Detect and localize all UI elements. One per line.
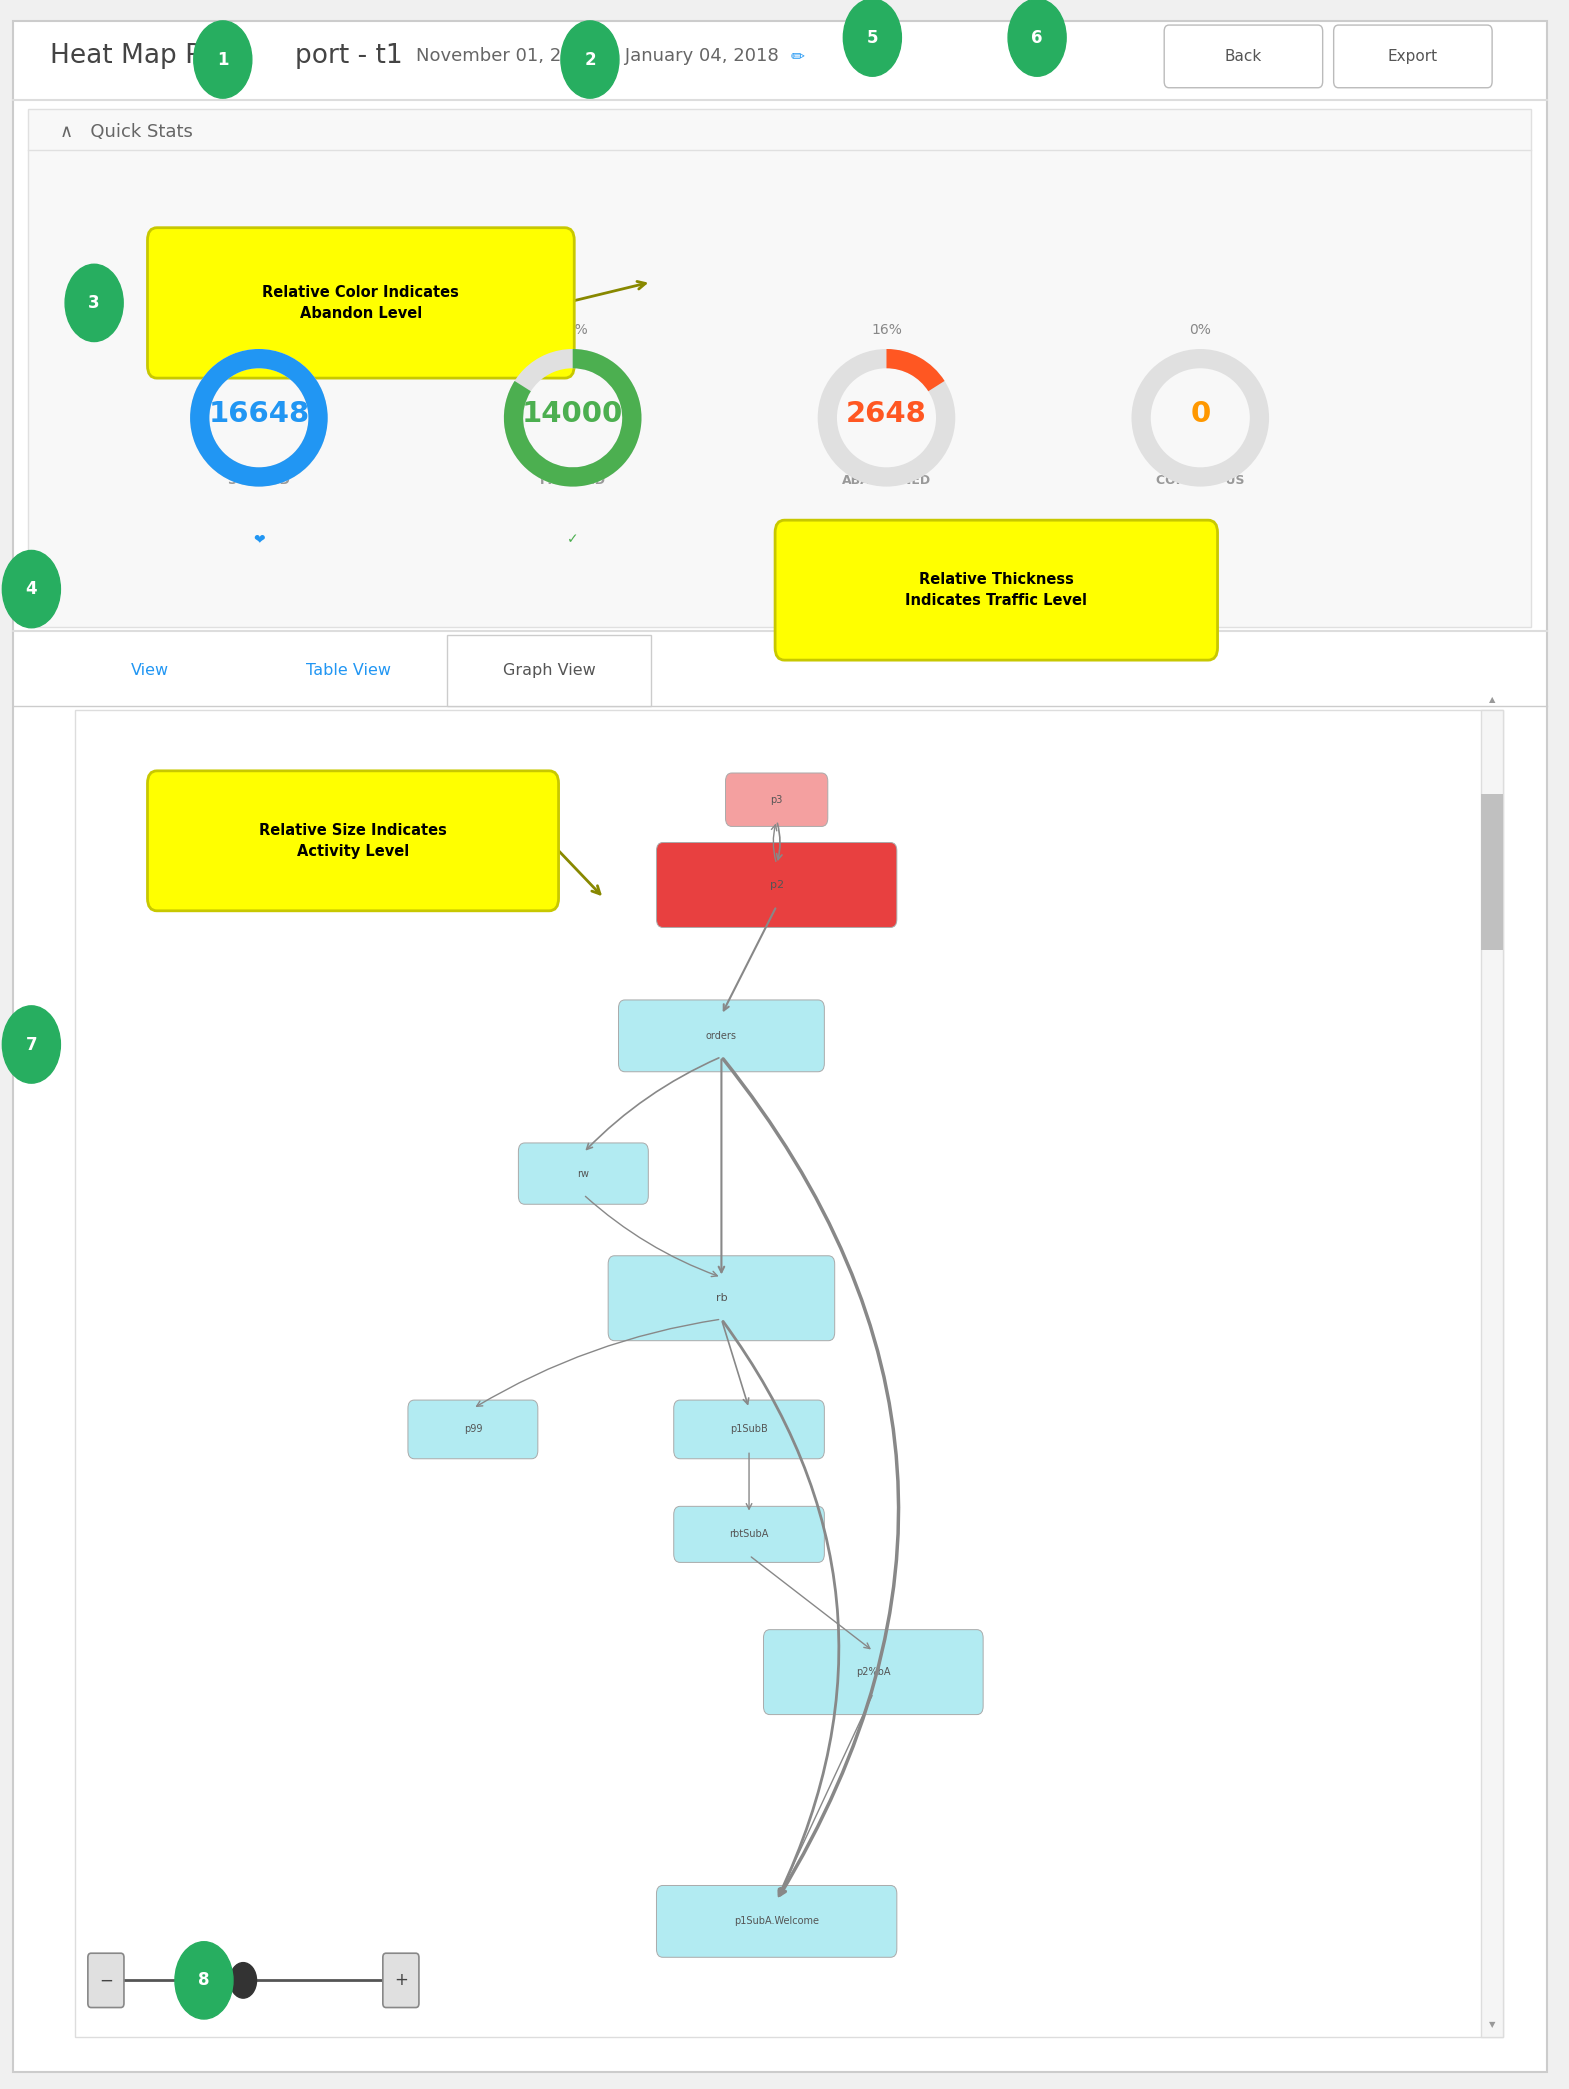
- Text: 16%: 16%: [871, 324, 902, 336]
- Text: p3: p3: [770, 794, 783, 804]
- Text: rbtSubA: rbtSubA: [730, 1529, 769, 1540]
- Circle shape: [3, 1005, 60, 1082]
- Text: ❤: ❤: [253, 533, 265, 545]
- Wedge shape: [190, 349, 328, 487]
- FancyBboxPatch shape: [75, 710, 1503, 2037]
- Text: rb: rb: [715, 1293, 728, 1304]
- Wedge shape: [1131, 349, 1269, 487]
- Text: 2: 2: [584, 50, 596, 69]
- Text: ✓: ✓: [566, 533, 579, 545]
- Text: Back: Back: [1225, 48, 1261, 65]
- FancyBboxPatch shape: [764, 1629, 984, 1715]
- Wedge shape: [504, 349, 642, 487]
- FancyBboxPatch shape: [518, 1143, 648, 1203]
- FancyBboxPatch shape: [609, 1255, 835, 1341]
- Text: −: −: [99, 1972, 113, 1989]
- Bar: [1481, 710, 1503, 2037]
- Text: November 01, 2017 — January 04, 2018: November 01, 2017 — January 04, 2018: [416, 48, 778, 65]
- Text: 16648: 16648: [209, 399, 309, 428]
- Bar: [1481, 794, 1503, 950]
- Text: ●: ●: [1194, 533, 1207, 545]
- Text: ✏: ✏: [791, 48, 805, 65]
- Text: 14000: 14000: [522, 399, 623, 428]
- Text: 84%: 84%: [557, 324, 588, 336]
- Text: Relative Size Indicates
Activity Level: Relative Size Indicates Activity Level: [259, 823, 447, 859]
- Text: Export: Export: [1389, 48, 1437, 65]
- Circle shape: [3, 549, 60, 627]
- Text: FINISHED: FINISHED: [540, 474, 606, 487]
- FancyBboxPatch shape: [28, 109, 1531, 627]
- Text: Relative Thickness
Indicates Traffic Level: Relative Thickness Indicates Traffic Lev…: [905, 572, 1087, 608]
- Text: View: View: [130, 662, 169, 679]
- Text: rw: rw: [577, 1168, 590, 1178]
- FancyBboxPatch shape: [147, 228, 574, 378]
- Text: p2: p2: [769, 879, 784, 890]
- FancyBboxPatch shape: [725, 773, 828, 827]
- Text: orders: orders: [706, 1030, 737, 1040]
- Text: 100%: 100%: [238, 324, 279, 336]
- Wedge shape: [190, 349, 328, 487]
- Circle shape: [562, 21, 618, 98]
- Text: 3: 3: [88, 295, 100, 311]
- Wedge shape: [886, 349, 945, 391]
- FancyBboxPatch shape: [656, 842, 897, 928]
- Text: 0%: 0%: [1189, 324, 1211, 336]
- FancyBboxPatch shape: [447, 635, 651, 706]
- Circle shape: [229, 1964, 256, 1997]
- FancyBboxPatch shape: [618, 1001, 824, 1072]
- Text: ▲: ▲: [1489, 696, 1495, 704]
- Text: 2648: 2648: [846, 399, 927, 428]
- Text: 0: 0: [1191, 399, 1210, 428]
- Text: Table View: Table View: [306, 662, 391, 679]
- Text: ∧   Quick Stats: ∧ Quick Stats: [60, 123, 193, 140]
- Text: p1SubB: p1SubB: [730, 1425, 767, 1435]
- Text: Graph View: Graph View: [502, 662, 596, 679]
- FancyBboxPatch shape: [673, 1506, 824, 1563]
- Text: p2%bA: p2%bA: [857, 1667, 891, 1677]
- Text: Relative Color Indicates
Abandon Level: Relative Color Indicates Abandon Level: [262, 284, 460, 322]
- Wedge shape: [817, 349, 956, 487]
- Text: CONTACT US: CONTACT US: [1156, 474, 1244, 487]
- Text: p1SubA.Welcome: p1SubA.Welcome: [734, 1916, 819, 1926]
- FancyBboxPatch shape: [673, 1400, 824, 1458]
- Wedge shape: [504, 349, 642, 487]
- FancyBboxPatch shape: [383, 1953, 419, 2008]
- FancyBboxPatch shape: [1164, 25, 1323, 88]
- FancyBboxPatch shape: [1334, 25, 1492, 88]
- Text: 7: 7: [25, 1036, 38, 1053]
- FancyBboxPatch shape: [408, 1400, 538, 1458]
- Circle shape: [1009, 0, 1067, 75]
- Text: ▼: ▼: [1489, 2020, 1495, 2028]
- FancyBboxPatch shape: [656, 1886, 897, 1957]
- FancyBboxPatch shape: [13, 21, 1547, 2072]
- Text: 4: 4: [25, 581, 38, 597]
- Circle shape: [176, 1943, 232, 2018]
- Text: 8: 8: [198, 1972, 210, 1989]
- Text: 1: 1: [217, 50, 229, 69]
- Text: Heat Map Re: Heat Map Re: [50, 44, 218, 69]
- Text: STARTED: STARTED: [228, 474, 290, 487]
- Text: +: +: [394, 1972, 408, 1989]
- Circle shape: [844, 0, 901, 75]
- Text: port - t1: port - t1: [295, 44, 403, 69]
- Text: 5: 5: [866, 29, 879, 46]
- FancyBboxPatch shape: [775, 520, 1218, 660]
- Text: ↵: ↵: [880, 533, 893, 545]
- Circle shape: [193, 21, 251, 98]
- Circle shape: [66, 263, 122, 341]
- Text: p99: p99: [464, 1425, 482, 1435]
- Text: 6: 6: [1031, 29, 1043, 46]
- FancyBboxPatch shape: [147, 771, 559, 911]
- FancyBboxPatch shape: [88, 1953, 124, 2008]
- Text: ABANDONED: ABANDONED: [843, 474, 930, 487]
